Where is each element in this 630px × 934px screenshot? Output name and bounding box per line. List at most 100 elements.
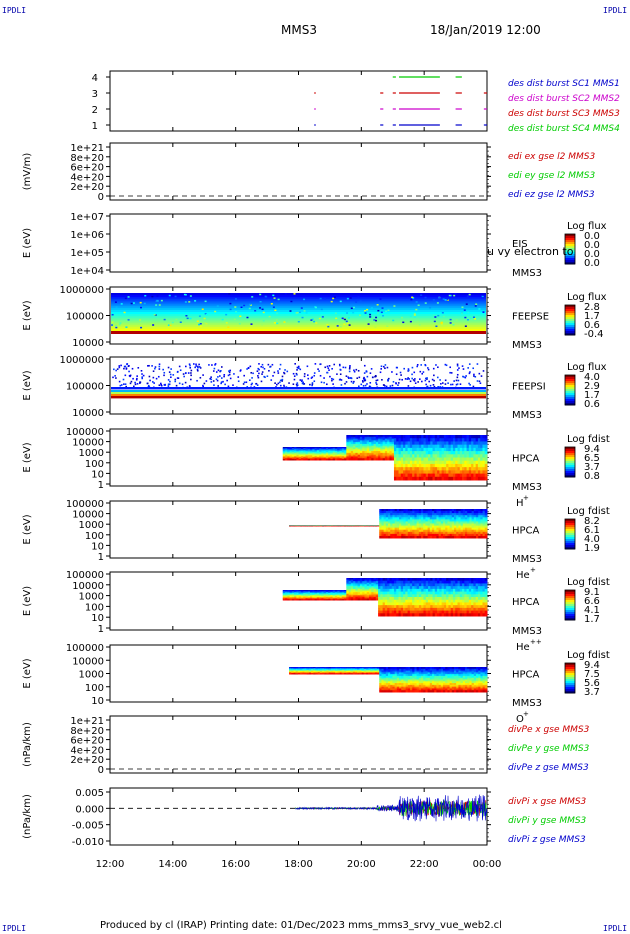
panel-hpca_h-cell bbox=[296, 453, 300, 455]
panel-hpca_he2-cell bbox=[296, 592, 300, 595]
panel-feepse-pixel bbox=[435, 325, 438, 328]
panel-hpca_he2-cell bbox=[346, 598, 349, 601]
panel-hpca_he2-cell bbox=[337, 592, 340, 595]
panel-hpca_h-cell bbox=[359, 449, 363, 452]
panel-hpca_h-cell bbox=[477, 444, 481, 449]
panel-hpca_he2-cell bbox=[400, 594, 404, 598]
panel-hpca_h-cell bbox=[418, 463, 422, 468]
panel-hpca_he2-cell bbox=[366, 585, 370, 588]
panel-hpca_he2-cell bbox=[373, 584, 377, 587]
panel-hpca_he1-cell bbox=[394, 531, 398, 535]
panel-hpca_he2-cell bbox=[353, 590, 356, 593]
panel-hpca_he2-cell bbox=[369, 581, 372, 584]
panel-feepsi-pixel bbox=[266, 375, 269, 378]
panel-hpca_he2-cell bbox=[418, 597, 422, 601]
panel-hpca_he1-cell bbox=[355, 525, 358, 527]
panel-hpca_he1-cell bbox=[480, 511, 484, 514]
panel-hpca_he1-cell bbox=[484, 533, 488, 537]
panel-hpca_h-cell bbox=[466, 454, 470, 458]
panel-hpca_h-cell bbox=[407, 463, 411, 468]
panel-hpca_he2-cell bbox=[303, 590, 306, 592]
panel-feepse-pixel bbox=[336, 325, 339, 327]
panel-hpca_he2-cell bbox=[430, 588, 433, 593]
panel-hpca_h-cell bbox=[430, 444, 433, 449]
panel-hpca_he1-cell bbox=[399, 521, 402, 524]
panel-feepsi-pixel bbox=[182, 373, 185, 375]
panel-hpca_he2-cell bbox=[418, 599, 422, 603]
panel-hpca_he2-cell bbox=[459, 583, 463, 587]
panel-feepsi-pixel bbox=[462, 375, 464, 378]
panel-hpca_he2-cell bbox=[387, 602, 390, 606]
panel-hpca_h-cell bbox=[319, 457, 322, 459]
panel-hpca_h-cell bbox=[321, 447, 325, 449]
panel-hpca_he2-cell bbox=[464, 613, 467, 617]
panel-hpca_he1-cell bbox=[425, 531, 429, 535]
panel-hpca_he1-cell bbox=[449, 511, 453, 514]
panel-hpca_he2-cell bbox=[441, 613, 445, 617]
panel-hpca_h-cell bbox=[344, 451, 347, 454]
panel-feepsi-pixel bbox=[237, 376, 240, 378]
panel-hpca_h-cell bbox=[325, 455, 329, 457]
panel-hpca_he2-cell bbox=[378, 613, 381, 617]
panel-hpca_he2-cell bbox=[303, 597, 306, 600]
panel-hpca_h-cell bbox=[314, 457, 318, 459]
panel-feepsi-pixel bbox=[190, 369, 193, 372]
panel-hpca_h-cell bbox=[421, 447, 424, 452]
panel-hpca_he1-cell bbox=[484, 513, 488, 516]
panel-hpca_he1-cell bbox=[462, 523, 466, 527]
panel-hpca_he1-cell bbox=[403, 533, 407, 537]
panel-hpca_h-cell bbox=[282, 459, 286, 461]
panel-feepsi-pixel bbox=[124, 365, 127, 368]
panel-hpca_h-cell bbox=[366, 456, 370, 459]
panel-hpca_he1-cell bbox=[399, 511, 402, 514]
panel-hpca_he1-cell bbox=[451, 519, 455, 522]
panel-hpca_he2-cell bbox=[396, 583, 399, 587]
panel-hpca_h-cell bbox=[387, 435, 390, 438]
panel-feepse-pixel bbox=[382, 314, 385, 317]
panel-feepsi-pixel bbox=[158, 365, 161, 368]
panel-feepsi-pixel bbox=[118, 380, 121, 383]
panel-hpca_he2-cell bbox=[328, 596, 331, 598]
panel-feepse-colorbar-cell bbox=[565, 311, 575, 314]
panel-hpca_h-cell bbox=[475, 451, 479, 455]
panel-hpca_he1-cell bbox=[476, 531, 479, 535]
panel-hpca_he1-cell bbox=[410, 531, 413, 535]
panel-hpca_h-cell bbox=[350, 456, 354, 459]
panel-hpca_h-cell bbox=[455, 447, 458, 452]
panel-hpca_h-cell bbox=[373, 447, 377, 450]
panel-feepsi-pixel bbox=[277, 372, 280, 374]
panel-feepsi-pixel bbox=[292, 372, 295, 375]
panel-feepse-pixel bbox=[228, 293, 231, 295]
panel-hpca_he1-cell bbox=[476, 511, 479, 514]
panel-hpca_he1-cell bbox=[396, 533, 400, 537]
panel-hpca_he2-cell bbox=[462, 610, 465, 614]
panel-hpca_he2-cell bbox=[371, 581, 374, 584]
panel-hpca_he2-cell bbox=[330, 590, 334, 592]
panel-feepsi-pixel bbox=[220, 382, 222, 385]
panel-hpca_h-cell bbox=[439, 467, 443, 471]
panel-hpca_h-cell bbox=[314, 449, 318, 452]
panel-hpca_h-cell bbox=[366, 454, 370, 457]
panel-feepsi-pixel bbox=[253, 386, 256, 388]
panel-hpca_he2-cell bbox=[287, 596, 290, 598]
panel-hpca_he1-cell bbox=[427, 525, 431, 529]
panel-hpca_h-cell bbox=[468, 463, 472, 468]
panel-hpca_he2-cell bbox=[423, 602, 427, 606]
panel-hpca_h-cell bbox=[430, 454, 433, 458]
panel-hpca_h-cell bbox=[473, 444, 477, 449]
panel-hpca_h-cell bbox=[400, 454, 404, 458]
panel-eis-instrument-label: EIS bbox=[512, 239, 528, 250]
panel-hpca_h-cell bbox=[289, 453, 293, 455]
panel-feepsi-pixel bbox=[213, 367, 216, 370]
panel-hpca_h-cell bbox=[328, 459, 331, 461]
panel-feepsi-pixel bbox=[324, 366, 327, 369]
panel-hpca_he1-cell bbox=[445, 523, 448, 527]
panel-hpca_he2-cell bbox=[441, 607, 445, 612]
panel-hpca_he2-cell bbox=[285, 599, 288, 601]
panel-hpca_he2-cell bbox=[366, 581, 370, 584]
panel-hpca_h-cell bbox=[330, 450, 334, 453]
panel-hpca_h-cell bbox=[421, 460, 424, 465]
panel-hpca_he1-cell bbox=[421, 513, 424, 516]
panel-hpca_he2-cell bbox=[428, 588, 431, 593]
panel-hpca_h-cell bbox=[325, 450, 329, 453]
